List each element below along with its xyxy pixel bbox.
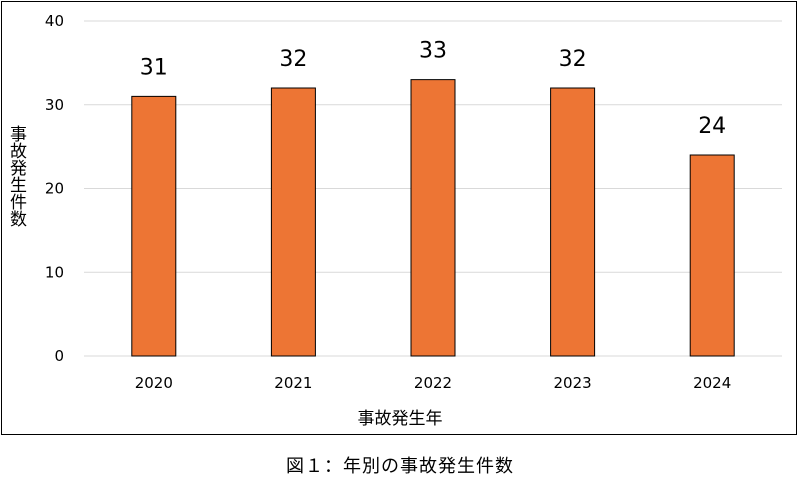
x-tick-label: 2024 [693,374,731,392]
bar-2021 [270,87,316,357]
x-tick-label: 2020 [135,374,173,392]
x-axis-label: 事故発生年 [357,409,443,429]
bar-2024 [689,154,735,357]
data-label-2022: 33 [419,39,447,64]
data-label-2020: 31 [140,55,168,80]
y-tick-label: 20 [45,180,64,198]
data-label-2024: 24 [698,114,726,139]
x-tick-label: 2022 [414,374,452,392]
x-tick-label: 2021 [274,374,312,392]
y-axis-label: 事故発生件数 [6,125,26,227]
y-tick-label: 30 [45,96,64,114]
bar-2022 [410,79,456,357]
bar-2023 [550,87,596,357]
data-label-2023: 32 [559,47,587,72]
data-label-2021: 32 [279,47,307,72]
y-tick-label: 0 [54,347,64,365]
figure-caption: 図１：年別の事故発生件数 [286,456,514,477]
bar-2020 [131,95,177,357]
y-tick-label: 40 [45,12,64,30]
x-tick-label: 2023 [554,374,592,392]
y-tick-label: 10 [45,263,64,281]
